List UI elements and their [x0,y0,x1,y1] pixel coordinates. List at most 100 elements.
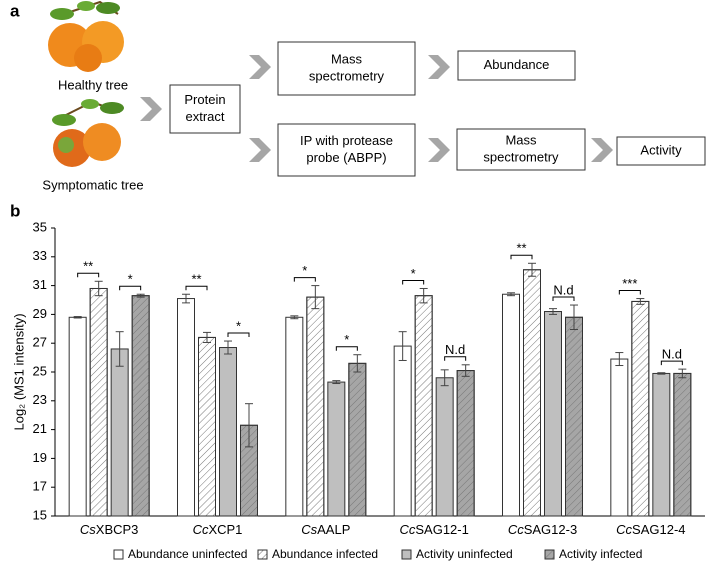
y-tick-label: 25 [33,363,47,378]
arrow [249,138,271,162]
x-tick-label: CcXCP1 [193,522,243,537]
y-tick-label: 27 [33,335,47,350]
legend-swatch-hatch [257,549,268,560]
bar [544,311,562,517]
significance-bracket [510,254,533,260]
y-tick-label: 29 [33,306,47,321]
bar [435,377,454,517]
bar-hatch [89,287,108,517]
significance-label: * [236,318,241,333]
significance-bracket [227,332,250,338]
significance-bracket [444,356,467,361]
significance-label: * [344,332,349,347]
arrow [428,55,450,79]
significance-label: ** [83,259,93,274]
legend-label: Abundance infected [272,547,378,561]
x-tick-label: CcSAG12-4 [616,522,685,537]
significance-bracket [119,285,142,291]
bar-hatch [131,295,150,517]
x-tick-label: CcSAG12-1 [399,522,468,537]
process-label: spectrometry [309,68,385,83]
process-label: Activity [640,142,682,157]
bar-hatch [198,336,216,517]
significance-label: N.d [445,342,465,357]
bar-hatch [673,372,692,517]
significance-bracket [660,360,683,366]
process-box [277,41,416,96]
bar-hatch [414,295,433,517]
arrow [591,138,613,162]
bar [610,358,629,517]
source-label: Symptomatic tree [42,177,143,192]
legend-swatch [401,549,412,560]
y-tick-label: 23 [33,392,47,407]
y-tick-label: 17 [33,479,47,494]
bar [393,345,412,517]
significance-bracket [552,296,575,302]
arrow [249,55,271,79]
arrow [428,138,450,162]
process-label: Mass [505,132,537,147]
process-label: Protein [184,92,225,107]
diagram: Protein extract Mass spectrometry Abundance I… [169,41,706,177]
bar-hatch [631,300,650,517]
y-tick-label: 31 [33,277,47,292]
process-label: extract [185,109,224,124]
arrow [140,97,162,121]
legend-label: Activity infected [559,547,642,561]
significance-bracket [402,279,425,285]
significance-label: N.d [553,282,573,297]
significance-bracket [335,346,358,351]
process-label: spectrometry [483,149,559,164]
legend-swatch [113,549,124,560]
y-tick-label: 19 [33,450,47,465]
process-label: probe (ABPP) [306,150,386,165]
bar [219,347,237,517]
legend-swatch-hatch [544,549,555,560]
panel-label: b [10,201,20,220]
process-box [457,50,576,81]
significance-label: *** [622,276,637,291]
y-axis-label: Log₂ (MS1 intensity) [11,313,26,430]
panel-label: a [10,1,20,20]
significance-label: * [128,272,133,287]
legend-label: Activity uninfected [416,547,513,561]
significance-bracket [293,277,316,282]
significance-label: ** [191,272,201,287]
bar [327,381,346,517]
significance-label: ** [516,241,526,256]
significance-label: * [302,263,307,278]
bar-hatch [456,370,475,517]
y-tick-label: 15 [33,507,47,522]
y-tick-label: 33 [33,248,47,263]
significance-label: N.d [662,347,682,362]
process-label: Abundance [484,57,550,72]
bar [177,298,195,517]
process-label: IP with protease [300,133,393,148]
significance-label: * [411,266,416,281]
process-box [277,123,416,177]
bar-hatch [523,269,541,517]
significance-bracket [185,285,208,291]
x-tick-label: CcSAG12-3 [508,522,577,537]
bar [652,372,671,517]
y-tick-label: 35 [33,219,47,234]
process-box [169,84,241,134]
symptomatic-tree-icon [52,99,124,167]
x-tick-label: CsAALP [301,522,350,537]
bar-hatch [306,296,325,517]
chart: 15 17 19 21 23 25 27 29 31 33 35 Log₂ (MS1 intensit… [11,219,705,561]
legend-label: Abundance uninfected [128,547,247,561]
healthy-tree-icon [48,0,124,72]
process-box [456,128,586,171]
process-label: Mass [331,51,363,66]
bar [110,348,129,517]
source-label: Healthy tree [58,77,128,92]
bar-hatch [565,316,583,517]
bar [285,316,304,517]
y-tick-label: 21 [33,421,47,436]
process-box [616,136,706,166]
bar [502,293,520,517]
significance-bracket [77,272,100,278]
